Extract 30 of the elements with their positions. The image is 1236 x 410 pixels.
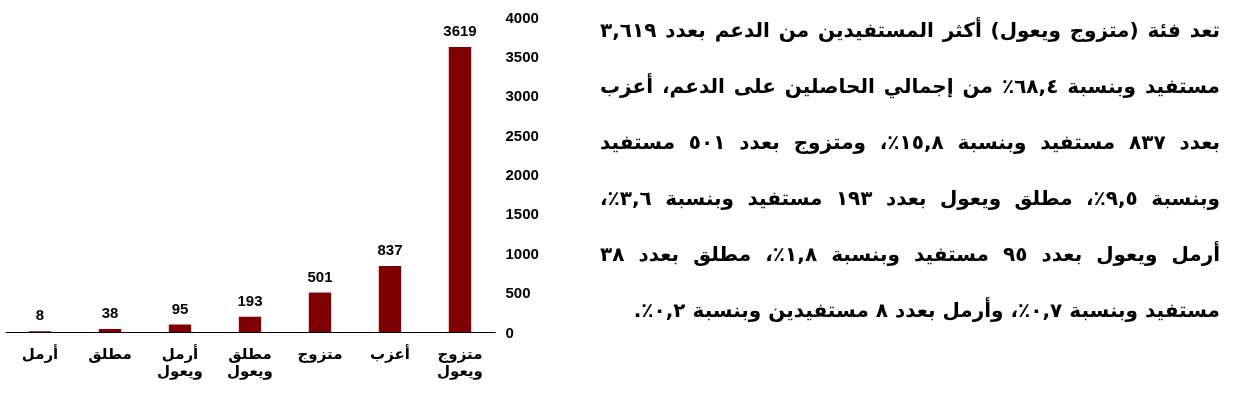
x-tick-label: مطلق <box>88 344 132 363</box>
x-tick-label: مطلق ويعول <box>227 344 273 380</box>
bar <box>308 292 332 332</box>
y-tick-label: 3000 <box>505 87 539 105</box>
bar <box>238 316 262 332</box>
text: تعد فئة (متزوج ويعول) أكثر المستفيدين من الدعم بعدد ٣,٦١٩ مستفيد وبنسبة ٦٨,٤٪ من إجمالي الحاصلين على الدعم، أعزب بعدد ٨٣٧ مستفيد وبنسبة ١٥,٨٪، ومتزوج بعدد ٥٠١ مستفيد وبنسبة ٩,٥٪، مطلق ويعول بعدد ١٩٣ مستفيد وبنسبة ٣,٦٪، أرمل ويعول بعدد ٩٥ مستفيد وبنسبة ١,٨٪، مطلق بعدد ٣٨ مستفيد وبنسبة ٠,٧٪، وأرمل بعدد ٨ مستفيدين وبنسبة ٠,٢٪. <box>600 18 1221 322</box>
y-tick-label: 0 <box>505 323 514 341</box>
x-tick-label: أرمل <box>21 343 59 363</box>
data-label: 501 <box>307 267 333 285</box>
bar <box>378 266 402 332</box>
data-label: 38 <box>101 304 119 322</box>
x-tick-label: أعزب <box>370 343 410 363</box>
data-label: 837 <box>377 241 403 259</box>
y-tick-label: 2500 <box>505 126 539 144</box>
y-tick-label: 1000 <box>505 244 539 262</box>
x-tick-label: متزوج ويعول <box>437 344 483 380</box>
y-tick-label: 3500 <box>505 47 539 65</box>
y-tick-label: 2000 <box>505 166 539 183</box>
y-tick-label: 1500 <box>505 205 539 223</box>
data-label: 193 <box>237 291 263 309</box>
data-label: 95 <box>171 299 189 317</box>
x-tick-label: أرمل ويعول <box>157 343 203 380</box>
bar <box>168 324 192 332</box>
data-label: 3619 <box>443 22 477 39</box>
bar <box>448 47 472 332</box>
x-tick-label: متزوج <box>297 344 343 363</box>
bar <box>98 329 122 332</box>
y-tick-label: 500 <box>505 284 531 302</box>
y-tick-label: 4000 <box>505 8 539 26</box>
data-label: 8 <box>35 306 45 324</box>
